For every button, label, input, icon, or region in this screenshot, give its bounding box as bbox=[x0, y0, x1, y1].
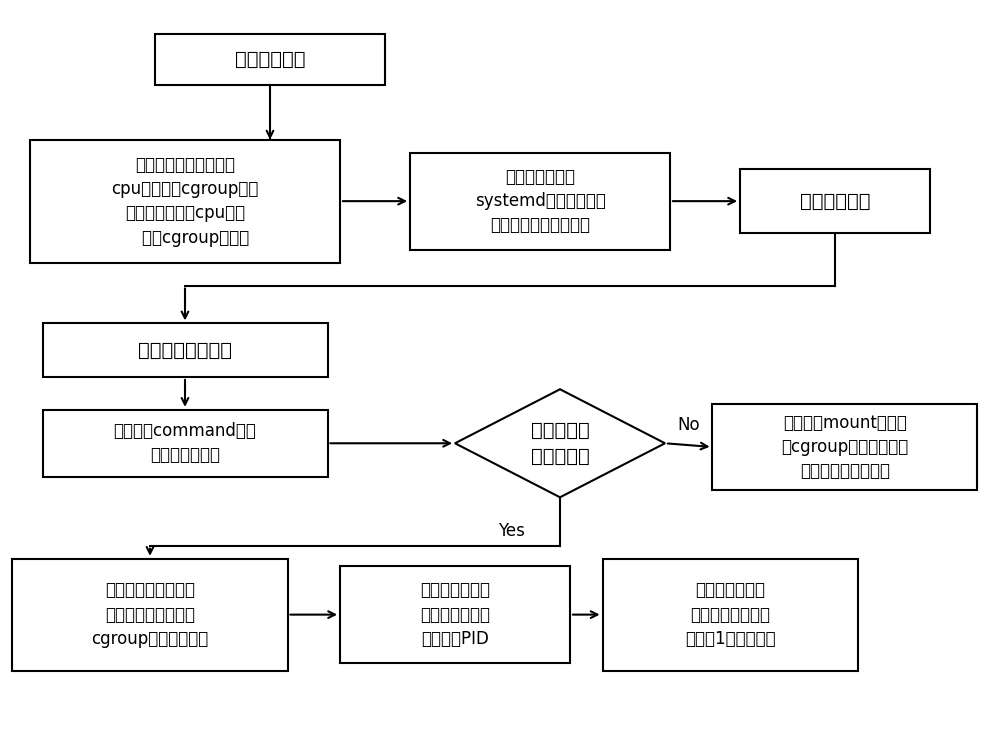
FancyBboxPatch shape bbox=[602, 559, 858, 670]
Text: 将容器启动进程设置到
cpu、内存等cgroup的资
源限制组，设置cpu、内
    存等cgroup限制值: 将容器启动进程设置到 cpu、内存等cgroup的资 源限制组，设置cpu、内 … bbox=[111, 156, 259, 247]
Text: 开始启动容器: 开始启动容器 bbox=[235, 50, 305, 69]
FancyBboxPatch shape bbox=[155, 34, 385, 85]
FancyBboxPatch shape bbox=[712, 404, 977, 490]
Text: 更新容器状态为
运行中并记录容
器首进程PID: 更新容器状态为 运行中并记录容 器首进程PID bbox=[420, 581, 490, 648]
Text: No: No bbox=[677, 416, 700, 434]
Text: 挂载容器目录: 挂载容器目录 bbox=[800, 191, 870, 211]
FancyBboxPatch shape bbox=[740, 170, 930, 232]
FancyBboxPatch shape bbox=[340, 566, 570, 663]
Text: 容器进程作为启动进
程的子进程自动加入
cgroup资源限制列表: 容器进程作为启动进 程的子进程自动加入 cgroup资源限制列表 bbox=[91, 581, 209, 648]
Text: 创建容器命名空间: 创建容器命名空间 bbox=[138, 340, 232, 360]
FancyBboxPatch shape bbox=[43, 323, 328, 377]
FancyBboxPatch shape bbox=[43, 410, 328, 477]
Text: 释放容器mount挂载点
和cgroup资源限制组并
更新容器状态为退出: 释放容器mount挂载点 和cgroup资源限制组并 更新容器状态为退出 bbox=[781, 413, 909, 481]
FancyBboxPatch shape bbox=[30, 140, 340, 263]
Polygon shape bbox=[455, 389, 665, 498]
FancyBboxPatch shape bbox=[410, 153, 670, 250]
Text: 容器首进程
启动成功？: 容器首进程 启动成功？ bbox=[531, 421, 589, 466]
Text: 指定容器进程的
systemd资源限制组类
型为非系统资源限制组: 指定容器进程的 systemd资源限制组类 型为非系统资源限制组 bbox=[475, 168, 605, 235]
Text: Yes: Yes bbox=[498, 522, 525, 539]
Text: 执行容器command命令
启动容器首进程: 执行容器command命令 启动容器首进程 bbox=[114, 422, 256, 464]
FancyBboxPatch shape bbox=[12, 559, 288, 670]
Text: 容器启动进程销
毁，容器首进程由
宿主机1号进程接管: 容器启动进程销 毁，容器首进程由 宿主机1号进程接管 bbox=[685, 581, 775, 648]
